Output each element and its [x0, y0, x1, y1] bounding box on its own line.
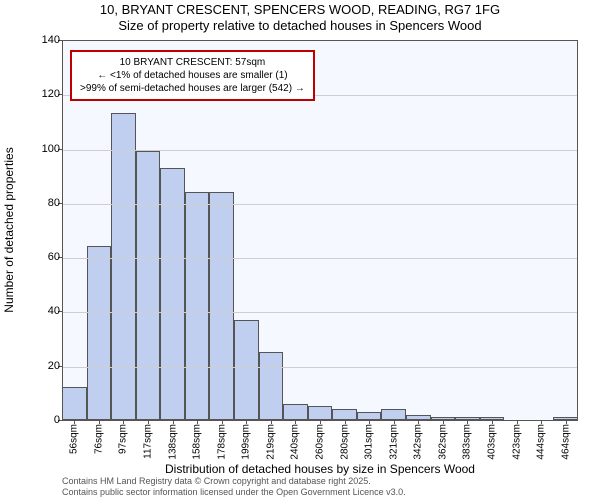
xtick-label: 321sqm	[388, 424, 399, 460]
xtick-label: 158sqm	[192, 424, 203, 460]
xtick-label: 219sqm	[265, 424, 276, 460]
gridline	[62, 367, 577, 368]
xtick-label: 280sqm	[339, 424, 350, 460]
ytick-label: 20	[20, 360, 60, 372]
title-line2: Size of property relative to detached ho…	[0, 18, 600, 34]
annotation-line2: ← <1% of detached houses are smaller (1)	[80, 69, 305, 82]
ytick-label: 40	[20, 305, 60, 317]
bar	[185, 192, 210, 420]
xtick-label: 423sqm	[511, 424, 522, 460]
bar	[209, 192, 234, 420]
ytick-label: 0	[20, 414, 60, 426]
xtick-label: 240sqm	[290, 424, 301, 460]
xtick-label: 301sqm	[364, 424, 375, 460]
title-block: 10, BRYANT CRESCENT, SPENCERS WOOD, READ…	[0, 2, 600, 35]
title-line1: 10, BRYANT CRESCENT, SPENCERS WOOD, READ…	[0, 2, 600, 18]
xtick-label: 97sqm	[118, 424, 129, 454]
bar	[136, 151, 161, 420]
bar	[87, 246, 112, 420]
bar	[234, 320, 259, 420]
footer-line1: Contains HM Land Registry data © Crown c…	[62, 476, 406, 487]
gridline	[62, 312, 577, 313]
xtick-label: 444sqm	[536, 424, 547, 460]
ytick-label: 120	[20, 88, 60, 100]
x-axis-label: Distribution of detached houses by size …	[62, 462, 578, 476]
bar	[381, 409, 406, 420]
bar	[332, 409, 357, 420]
bar	[62, 387, 87, 420]
xtick-label: 362sqm	[437, 424, 448, 460]
y-axis-line	[62, 40, 63, 420]
ytick-label: 140	[20, 34, 60, 46]
bar	[308, 406, 333, 420]
xtick-label: 199sqm	[241, 424, 252, 460]
xtick-label: 117sqm	[143, 424, 154, 459]
ytick-label: 100	[20, 143, 60, 155]
xtick-label: 383sqm	[462, 424, 473, 460]
xtick-label: 342sqm	[413, 424, 424, 460]
bar	[111, 113, 136, 420]
ytick-label: 60	[20, 251, 60, 263]
xtick-label: 464sqm	[560, 424, 571, 460]
gridline	[62, 204, 577, 205]
annotation-line3: >99% of semi-detached houses are larger …	[80, 82, 305, 95]
footer: Contains HM Land Registry data © Crown c…	[62, 476, 406, 498]
bar	[283, 404, 308, 420]
gridline	[62, 258, 577, 259]
bar	[357, 412, 382, 420]
xtick-label: 178sqm	[216, 424, 227, 460]
xtick-label: 138sqm	[167, 424, 178, 460]
footer-line2: Contains public sector information licen…	[62, 487, 406, 498]
bar	[259, 352, 284, 420]
bar	[160, 168, 185, 420]
xtick-label: 260sqm	[315, 424, 326, 460]
gridline	[62, 150, 577, 151]
annotation-line1: 10 BRYANT CRESCENT: 57sqm	[80, 56, 305, 69]
y-axis-label: Number of detached properties	[2, 40, 22, 420]
xtick-label: 56sqm	[69, 424, 80, 454]
annotation-box: 10 BRYANT CRESCENT: 57sqm ← <1% of detac…	[70, 50, 315, 101]
ytick-label: 80	[20, 197, 60, 209]
xtick-label: 76sqm	[93, 424, 104, 454]
chart-wrap: 10, BRYANT CRESCENT, SPENCERS WOOD, READ…	[0, 0, 600, 500]
xtick-label: 403sqm	[487, 424, 498, 460]
